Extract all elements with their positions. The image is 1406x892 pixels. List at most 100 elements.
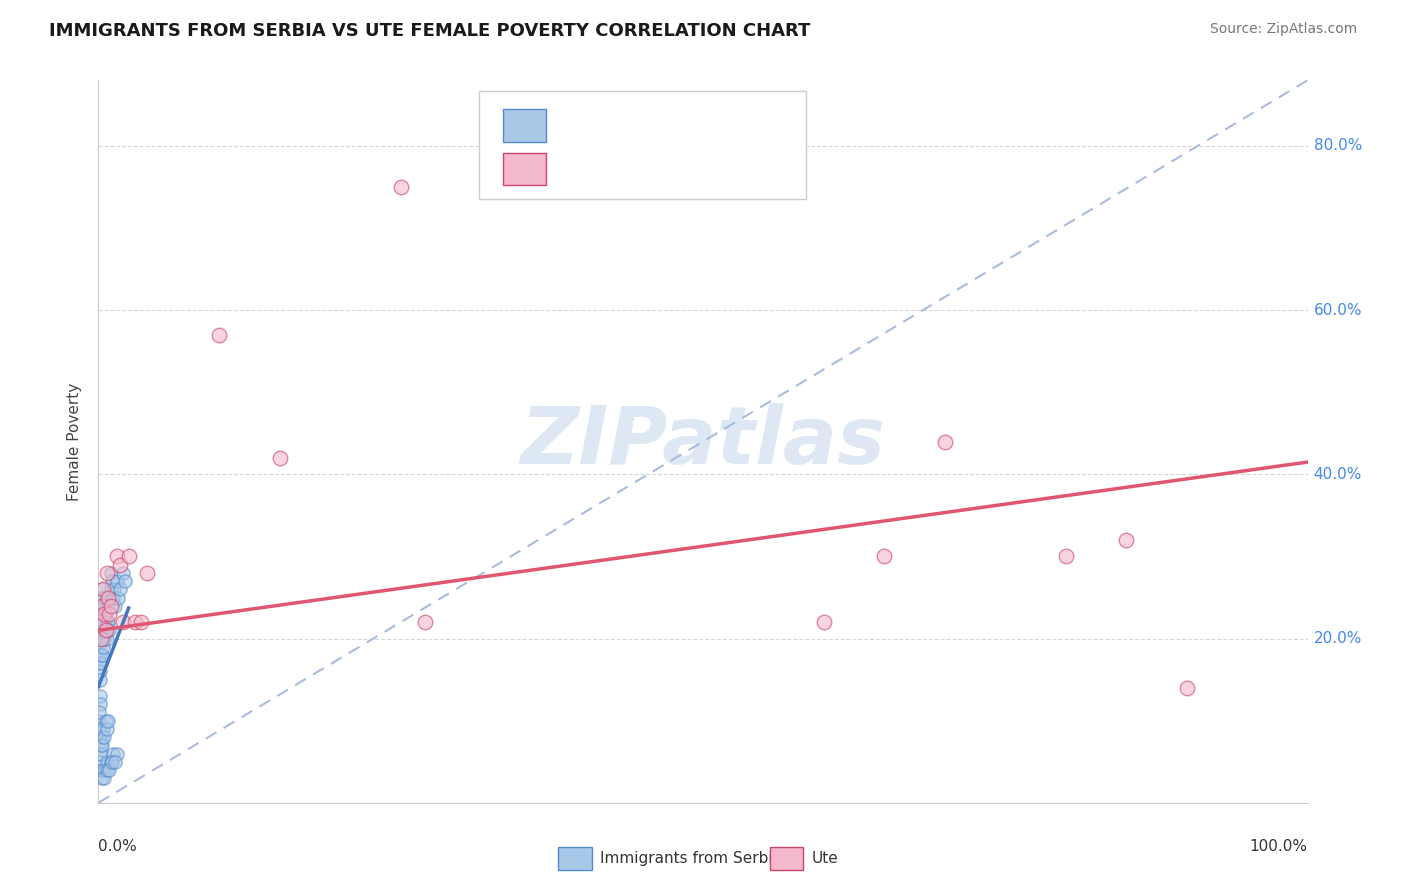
Point — [87, 730, 110, 744]
Point — [90, 747, 112, 761]
Point — [96, 615, 118, 630]
Point — [97, 615, 120, 630]
Point — [91, 730, 114, 744]
FancyBboxPatch shape — [769, 847, 803, 870]
Point — [90, 599, 112, 613]
Point — [89, 648, 111, 662]
Point — [90, 615, 112, 630]
Point — [105, 549, 128, 564]
Point — [91, 599, 114, 613]
Point — [87, 739, 110, 753]
Text: 40.0%: 40.0% — [1313, 467, 1362, 482]
Point — [87, 648, 110, 662]
Text: Ute: Ute — [811, 851, 838, 866]
Text: 60.0%: 60.0% — [1313, 302, 1362, 318]
Point — [114, 574, 136, 588]
Point — [93, 607, 115, 621]
Point — [87, 615, 110, 630]
Point — [89, 706, 111, 720]
Point — [91, 640, 114, 654]
Point — [91, 632, 114, 646]
Point — [87, 624, 110, 638]
Point — [91, 771, 114, 785]
Point — [91, 648, 114, 662]
Point — [93, 771, 115, 785]
Point — [89, 615, 111, 630]
Y-axis label: Female Poverty: Female Poverty — [67, 383, 83, 500]
Point — [100, 755, 122, 769]
Point — [98, 624, 121, 638]
Point — [90, 632, 112, 646]
Point — [89, 615, 111, 630]
Point — [100, 755, 122, 769]
Point — [91, 763, 114, 777]
Point — [89, 657, 111, 671]
Point — [1175, 681, 1198, 695]
Point — [94, 624, 117, 638]
Point — [269, 450, 291, 465]
Point — [89, 665, 111, 679]
Point — [104, 755, 127, 769]
Point — [89, 591, 111, 605]
Point — [111, 615, 134, 630]
Point — [104, 599, 127, 613]
Point — [91, 624, 114, 638]
Point — [98, 763, 121, 777]
FancyBboxPatch shape — [503, 109, 546, 142]
Point — [101, 747, 124, 761]
Point — [93, 615, 115, 630]
Point — [89, 632, 111, 646]
Point — [100, 574, 122, 588]
Text: N = 27: N = 27 — [697, 161, 755, 177]
Point — [89, 632, 111, 646]
Point — [96, 763, 118, 777]
Point — [105, 574, 128, 588]
Point — [100, 599, 122, 613]
Point — [105, 747, 128, 761]
Point — [111, 566, 134, 580]
Point — [1115, 533, 1137, 547]
Point — [103, 582, 125, 597]
FancyBboxPatch shape — [558, 847, 592, 870]
Point — [91, 722, 114, 736]
Text: 100.0%: 100.0% — [1250, 838, 1308, 854]
Point — [94, 624, 117, 638]
Point — [101, 591, 124, 605]
Point — [91, 591, 114, 605]
Point — [93, 632, 115, 646]
FancyBboxPatch shape — [503, 153, 546, 185]
Text: R = 0.246: R = 0.246 — [561, 119, 644, 133]
Point — [94, 714, 117, 728]
Point — [108, 558, 131, 572]
Point — [93, 763, 115, 777]
Point — [98, 607, 121, 621]
Point — [87, 722, 110, 736]
Point — [94, 607, 117, 621]
Text: 0.0%: 0.0% — [98, 838, 138, 854]
Point — [87, 640, 110, 654]
Point — [89, 730, 111, 744]
Point — [208, 327, 231, 342]
Point — [90, 648, 112, 662]
Point — [96, 722, 118, 736]
Point — [89, 698, 111, 712]
Point — [118, 549, 141, 564]
Text: ZIPatlas: ZIPatlas — [520, 402, 886, 481]
Point — [873, 549, 896, 564]
Text: R = 0.477: R = 0.477 — [561, 161, 644, 177]
Point — [91, 582, 114, 597]
Point — [89, 747, 111, 761]
Point — [91, 582, 114, 597]
Point — [89, 607, 111, 621]
Point — [93, 730, 115, 744]
Point — [124, 615, 146, 630]
Point — [91, 607, 114, 621]
Text: N = 79: N = 79 — [697, 119, 754, 133]
Point — [96, 566, 118, 580]
Point — [135, 566, 157, 580]
Point — [87, 714, 110, 728]
Point — [91, 599, 114, 613]
Text: Source: ZipAtlas.com: Source: ZipAtlas.com — [1209, 22, 1357, 37]
FancyBboxPatch shape — [479, 91, 806, 200]
Point — [100, 566, 122, 580]
